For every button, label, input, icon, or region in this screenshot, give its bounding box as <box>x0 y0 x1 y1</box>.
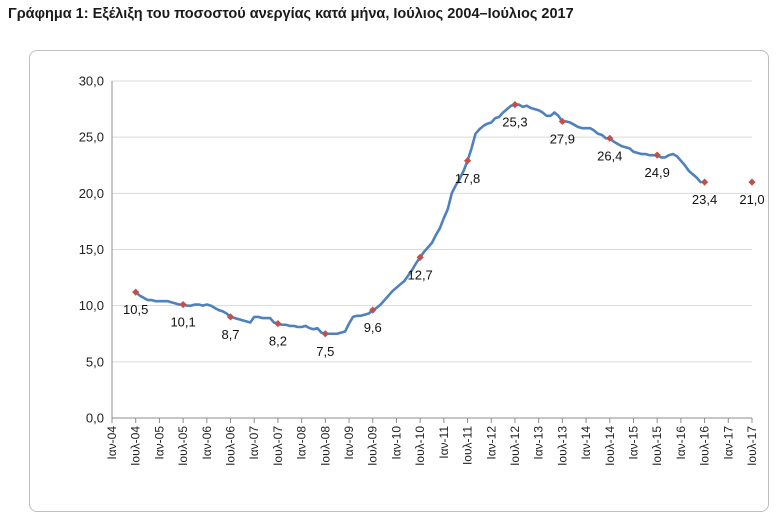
data-label: 10,5 <box>123 302 148 317</box>
x-tick-label: Ιαν-09 <box>342 426 356 460</box>
x-tick-label: Ιουλ-14 <box>603 426 617 466</box>
series-line-group <box>134 103 702 336</box>
x-tick-label: Ιαν-07 <box>247 426 261 460</box>
x-tick-label: Ιαν-16 <box>674 426 688 460</box>
x-tick-label: Ιαν-05 <box>152 426 166 460</box>
data-marker <box>463 157 472 165</box>
data-marker <box>226 313 235 321</box>
data-label: 17,8 <box>455 171 480 186</box>
data-marker <box>179 300 187 309</box>
page-title: Γράφημα 1: Εξέλιξη του ποσοστού ανεργίας… <box>8 6 574 22</box>
x-tick-label: Ιαν-14 <box>579 426 593 460</box>
x-tick-label: Ιαν-12 <box>484 426 498 460</box>
chart-frame <box>29 50 769 512</box>
x-tick-label: Ιουλ-17 <box>745 426 759 466</box>
data-marker <box>416 253 424 261</box>
y-tick-label: 20,0 <box>79 186 104 201</box>
data-label: 8,7 <box>221 327 239 342</box>
x-tick-label: Ιουλ-09 <box>366 426 380 466</box>
data-marker <box>369 306 377 314</box>
marker-group <box>132 100 756 338</box>
y-axis-tick-labels: 0,0 5,0 10,0 15,0 20,0 25,0 30,0 <box>79 74 104 426</box>
data-marker <box>274 320 282 328</box>
y-tick-label: 15,0 <box>79 242 104 257</box>
y-tick-label: 25,0 <box>79 130 104 145</box>
data-marker <box>606 134 614 142</box>
x-tick-label: Ιουλ-12 <box>508 426 522 466</box>
data-label-group: 10,5 10,1 8,7 8,2 7,5 9,6 12,7 17,8 25,3 27,9 26,4… <box>123 115 765 359</box>
x-tick-label: Ιουλ-08 <box>318 426 332 466</box>
data-label: 7,5 <box>316 344 334 359</box>
data-marker <box>748 178 756 186</box>
y-tick-label: 5,0 <box>86 354 104 369</box>
data-label: 12,7 <box>407 267 432 282</box>
data-label: 8,2 <box>269 334 287 349</box>
data-label: 27,9 <box>550 131 575 146</box>
data-label: 23,4 <box>692 192 717 207</box>
y-tick-label: 30,0 <box>79 74 104 89</box>
data-label: 24,9 <box>645 165 670 180</box>
data-label: 21,0 <box>739 192 764 207</box>
x-tick-label: Ιουλ-06 <box>224 426 238 466</box>
x-tick-label: Ιουλ-11 <box>461 426 475 465</box>
y-tick-label: 10,0 <box>79 298 104 313</box>
x-tick-label: Ιαν-10 <box>389 426 403 460</box>
data-marker <box>321 330 329 338</box>
data-marker <box>558 117 566 126</box>
x-tick-label: Ιουλ-10 <box>413 426 427 466</box>
data-marker <box>132 288 140 296</box>
x-tick-label: Ιουλ-13 <box>555 426 569 466</box>
unemployment-line <box>134 103 702 336</box>
x-axis-tick-labels: Ιαν-04 Ιουλ-04 Ιαν-05 Ιουλ-05 Ιαν-06 Ιουλ-06 Ι… <box>105 426 759 466</box>
data-label: 9,6 <box>364 320 382 335</box>
x-tick-label: Ιαν-13 <box>532 426 546 460</box>
x-tick-label: Ιαν-04 <box>105 426 119 460</box>
x-tick-label: Ιουλ-05 <box>176 426 190 466</box>
y-tick-label: 0,0 <box>86 411 104 426</box>
data-marker <box>700 178 709 186</box>
gridlines <box>112 80 752 363</box>
x-tick-label: Ιαν-17 <box>721 426 735 460</box>
data-marker <box>511 100 519 109</box>
x-tick-label: Ιουλ-16 <box>698 426 712 466</box>
x-tick-label: Ιαν-11 <box>437 426 451 459</box>
data-label: 26,4 <box>597 148 622 163</box>
x-tick-label: Ιαν-08 <box>295 426 309 460</box>
data-marker <box>653 151 661 159</box>
x-tick-label: Ιαν-06 <box>200 426 214 460</box>
x-tick-label: Ιαν-15 <box>626 426 640 460</box>
data-label: 25,3 <box>502 115 527 130</box>
x-axis <box>111 81 753 423</box>
x-tick-label: Ιουλ-04 <box>129 426 143 466</box>
data-label: 10,1 <box>170 315 195 330</box>
x-tick-label: Ιουλ-07 <box>271 426 285 466</box>
x-tick-label: Ιουλ-15 <box>650 426 664 466</box>
